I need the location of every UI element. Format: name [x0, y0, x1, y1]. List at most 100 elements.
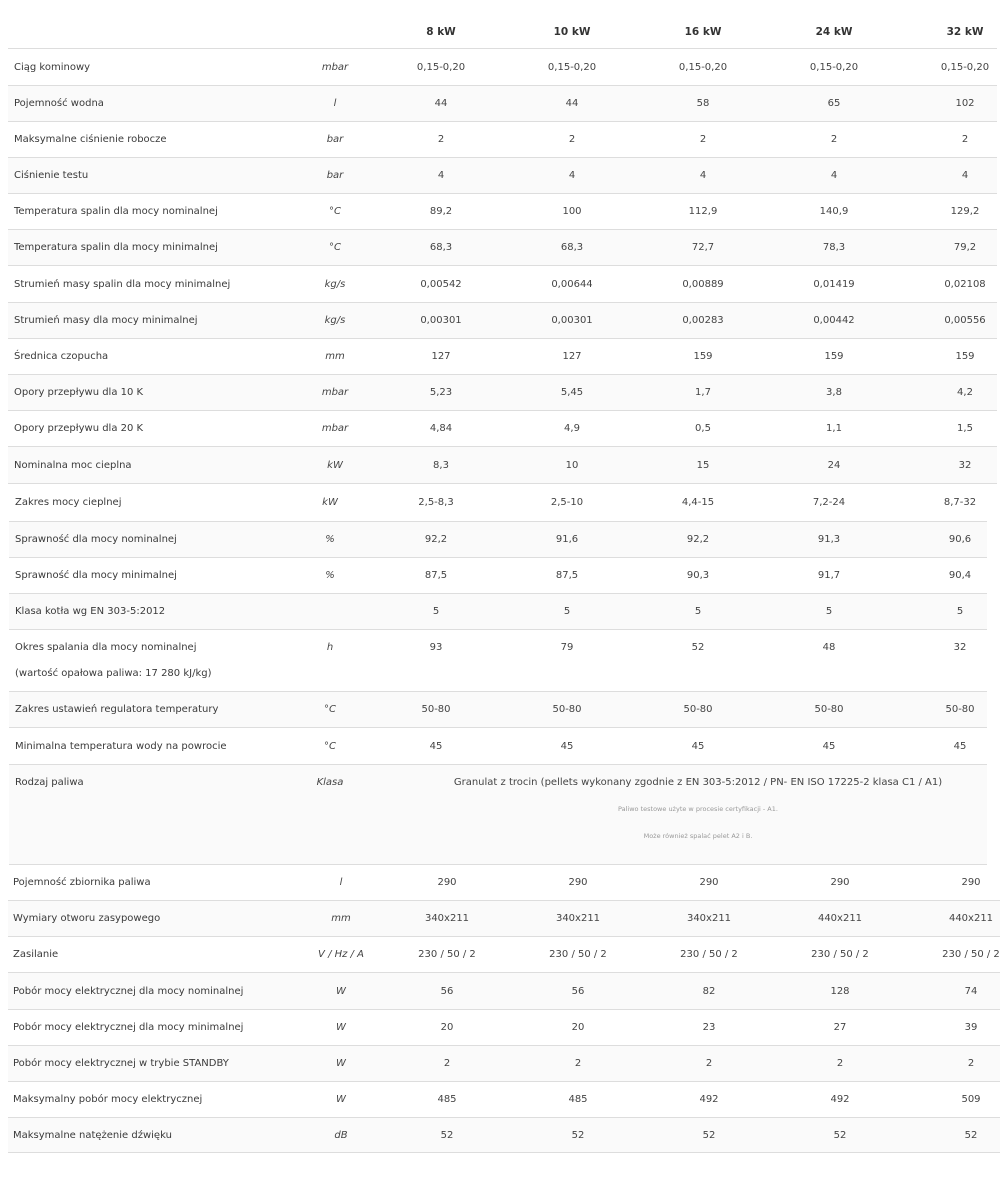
table-cell: 340x211	[686, 913, 732, 924]
table-cell: 87,5	[424, 570, 448, 581]
row-label: Pobór mocy elektrycznej dla mocy nominal…	[13, 986, 244, 997]
table-cell: 2	[830, 134, 838, 145]
table-cell: 32	[953, 642, 967, 653]
row-unit: mbar	[321, 62, 349, 73]
table-cell: 52	[964, 1130, 978, 1141]
table-cell: 290	[568, 877, 588, 888]
row-unit: mbar	[321, 387, 349, 398]
table-cell: 7,2-24	[812, 497, 846, 508]
row-unit: mm	[331, 913, 351, 924]
table-cell: 90,6	[948, 534, 972, 545]
table-cell: 20	[571, 1022, 585, 1033]
row-label: Maksymalne natężenie dźwięku	[13, 1130, 172, 1141]
table-cell: 2	[437, 134, 445, 145]
row-label: Zakres mocy cieplnej	[15, 497, 122, 508]
table-row: Temperatura spalin dla mocy minimalnej °C…	[8, 230, 997, 266]
table-cell: 0,00442	[813, 315, 855, 326]
row-label: Maksymalny pobór mocy elektrycznej	[13, 1094, 203, 1105]
row-label: Średnica czopucha	[14, 351, 109, 362]
table-cell: 50-80	[552, 704, 582, 715]
table-cell: 129,2	[950, 206, 980, 217]
table-cell: 56	[440, 986, 454, 997]
table-row: Ciąg kominowy mbar 0,15-0,20 0,15-0,20 0,15-…	[8, 50, 997, 86]
table-cell: 4,4-15	[681, 497, 715, 508]
row-label: Pojemność wodna	[14, 98, 104, 109]
row-label-note: (wartość opałowa paliwa: 17 280 kJ/kg)	[15, 668, 212, 679]
table-cell: 45	[429, 741, 443, 752]
table-cell: 50-80	[814, 704, 844, 715]
table-cell: 8,7-32	[943, 497, 977, 508]
table-cell: 0,00556	[944, 315, 986, 326]
table-cell: 340x211	[424, 913, 470, 924]
table-row: Temperatura spalin dla mocy nominalnej °C…	[8, 194, 997, 230]
table-cell: 89,2	[429, 206, 453, 217]
table-row: Pobór mocy elektrycznej dla mocy minimal…	[8, 1010, 1000, 1046]
table-cell: 50-80	[421, 704, 451, 715]
table-cell: 230 / 50 / 2	[549, 949, 607, 960]
row-unit: bar	[326, 170, 344, 181]
row-label: Temperatura spalin dla mocy nominalnej	[14, 206, 218, 217]
table-cell: 509	[961, 1094, 981, 1105]
table-row: Zakres mocy cieplnej kW 2,5-8,3 2,5-10 4,4-1…	[9, 484, 987, 522]
table-row: Pobór mocy elektrycznej dla mocy nominal…	[8, 973, 1000, 1010]
table-cell: 5	[563, 606, 571, 617]
row-unit: %	[325, 570, 335, 581]
row-unit: W	[336, 1058, 346, 1069]
row-unit: %	[325, 534, 335, 545]
table-cell: 1,1	[826, 423, 842, 434]
row-label: Pobór mocy elektrycznej dla mocy minimal…	[13, 1022, 244, 1033]
table-cell: 90,3	[686, 570, 710, 581]
table-row: Strumień masy dla mocy minimalnej kg/s 0,0…	[8, 303, 997, 339]
table-cell: 159	[693, 351, 713, 362]
table-cell: 4	[961, 170, 969, 181]
row-label: Ciąg kominowy	[14, 62, 91, 73]
row-unit: bar	[326, 134, 344, 145]
table-cell: 52	[702, 1130, 716, 1141]
table-cell: 340x211	[555, 913, 601, 924]
table-cell: 68,3	[429, 242, 453, 253]
row-unit: l	[339, 877, 343, 888]
table-cell: 3,8	[826, 387, 842, 398]
table-cell: 27	[833, 1022, 847, 1033]
table-header-row: 8 kW 10 kW 16 kW 24 kW 32 kW	[8, 18, 997, 49]
table-cell: 78,3	[822, 242, 846, 253]
table-cell: 100	[562, 206, 582, 217]
row-unit: V / Hz / A	[318, 949, 364, 960]
table-cell: 50-80	[945, 704, 975, 715]
table-cell: 20	[440, 1022, 454, 1033]
row-unit: W	[336, 986, 346, 997]
row-unit: l	[333, 98, 337, 109]
table-row: Pojemność wodna l 44 44 58 65 102	[8, 86, 997, 122]
row-label: Ciśnienie testu	[14, 170, 89, 181]
row-label: Sprawność dla mocy nominalnej	[15, 534, 177, 545]
column-header: 8 kW	[426, 26, 456, 38]
table-cell: 44	[434, 98, 448, 109]
table-row: Minimalna temperatura wody na powrocie °C…	[9, 728, 987, 765]
table-cell: 48	[822, 642, 836, 653]
table-row: Zakres ustawień regulatora temperatury °C…	[9, 692, 987, 728]
table-row: Opory przepływu dla 20 K mbar 4,84 4,9 0,5 1,…	[8, 411, 997, 447]
table-cell: 79	[560, 642, 574, 653]
table-cell: 8,3	[433, 460, 449, 471]
table-row: Klasa kotła wg EN 303-5:2012 5 5 5 5 5	[9, 594, 987, 630]
table-row: Maksymalny pobór mocy elektrycznej W 485 48…	[8, 1082, 1000, 1118]
table-cell: 440x211	[817, 913, 863, 924]
table-cell: 4	[437, 170, 445, 181]
table-cell: 68,3	[560, 242, 584, 253]
table-cell: 290	[961, 877, 981, 888]
table-cell: 230 / 50 / 2	[680, 949, 738, 960]
table-cell: 4	[830, 170, 838, 181]
table-cell: 91,7	[817, 570, 841, 581]
row-label: Okres spalania dla mocy nominalnej	[15, 642, 197, 653]
fuel-type-note: Paliwo testowe użyte w procesie certyfik…	[618, 805, 778, 813]
row-label: Zakres ustawień regulatora temperatury	[15, 704, 219, 715]
table-cell: 0,00542	[420, 279, 462, 290]
table-cell: 127	[562, 351, 582, 362]
table-cell: 159	[955, 351, 975, 362]
table-cell: 32	[958, 460, 972, 471]
table-cell: 50-80	[683, 704, 713, 715]
table-cell: 4,84	[429, 423, 453, 434]
row-label: Nominalna moc cieplna	[14, 460, 132, 471]
table-cell: 52	[571, 1130, 585, 1141]
table-cell: 159	[824, 351, 844, 362]
